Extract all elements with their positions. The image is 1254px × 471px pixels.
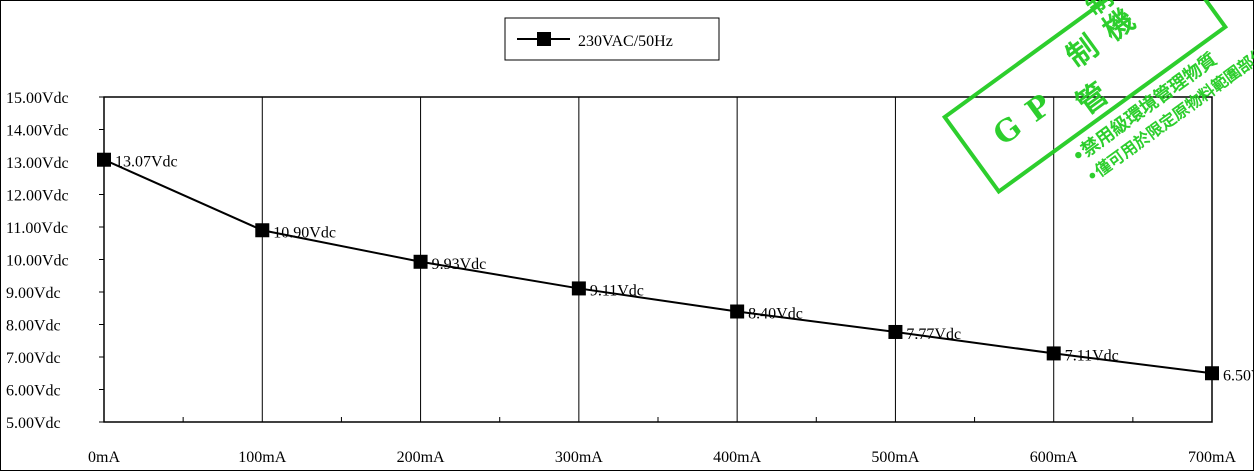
legend: 230VAC/50Hz: [504, 17, 720, 61]
x-tick-label: 600mA: [1030, 449, 1078, 466]
y-tick-label: 9.00Vdc: [6, 285, 61, 302]
data-point-marker: [413, 254, 428, 269]
data-point-marker: [1046, 346, 1061, 361]
y-tick-label: 13.00Vdc: [6, 155, 69, 172]
y-tick-label: 8.00Vdc: [6, 318, 61, 335]
y-tick-label: 10.00Vdc: [6, 253, 69, 270]
data-point-marker: [97, 152, 111, 167]
y-tick-label: 7.00Vdc: [6, 350, 61, 367]
x-tick-label: 200mA: [397, 449, 445, 466]
data-point-marker: [730, 304, 745, 319]
data-point-marker: [255, 223, 270, 238]
y-tick-label: 11.00Vdc: [6, 220, 68, 237]
data-label: 9.11Vdc: [590, 282, 644, 299]
x-tick-label: 300mA: [555, 449, 603, 466]
data-label: 13.07Vdc: [115, 154, 178, 171]
legend-label: 230VAC/50Hz: [578, 33, 673, 50]
data-label: 9.93Vdc: [432, 256, 487, 273]
data-point-marker: [1205, 366, 1219, 381]
data-point-marker: [571, 281, 586, 296]
data-label: 10.90Vdc: [273, 224, 336, 241]
series-layer: 13.07Vdc 10.90Vdc 9.93Vdc 9.11Vdc 8.40Vdc 7.7…: [97, 152, 1254, 384]
x-tick-label: 100mA: [238, 449, 286, 466]
data-point-marker: [888, 324, 903, 339]
data-label: 6.50Vdc: [1223, 367, 1254, 384]
x-tick-label: 400mA: [713, 449, 761, 466]
data-label: 8.40Vdc: [748, 306, 803, 323]
x-tick-label: 500mA: [871, 449, 919, 466]
y-tick-label: 5.00Vdc: [6, 415, 61, 432]
data-label: 7.11Vdc: [1065, 347, 1119, 364]
y-tick-label: 12.00Vdc: [6, 188, 69, 205]
y-tick-label: 6.00Vdc: [6, 383, 61, 400]
data-label: 7.77Vdc: [906, 326, 961, 343]
x-tick-label: 0mA: [88, 449, 120, 466]
legend-marker-icon: [537, 32, 551, 46]
y-tick-label: 15.00Vdc: [6, 90, 69, 107]
series-line: [103, 158, 1213, 375]
y-tick-label: 14.00Vdc: [6, 123, 69, 140]
axis-layer: 0mA 100mA 200mA 300mA 400mA 500mA 600mA 700mA 5.…: [6, 90, 1236, 466]
stamp-frame: [941, 0, 1229, 195]
x-tick-label: 700mA: [1188, 449, 1236, 466]
